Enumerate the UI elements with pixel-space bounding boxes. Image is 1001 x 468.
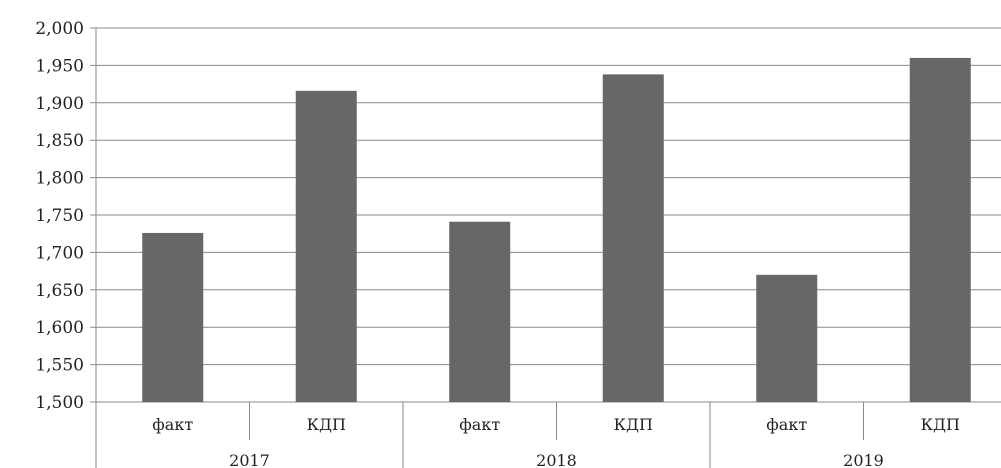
y-tick-label: 1,550 <box>35 356 84 376</box>
y-axis-tick-labels: 1,500 1,550 1,600 1,650 1,700 1,750 1,800 1,850… <box>35 19 84 413</box>
bar <box>449 221 511 402</box>
category-label: КДП <box>921 415 960 434</box>
y-tick-label: 1,850 <box>35 131 84 151</box>
y-tick-label: 1,650 <box>35 281 84 301</box>
category-label: КДП <box>614 415 653 434</box>
y-tick-label: 1,600 <box>35 318 84 338</box>
category-label: факт <box>152 415 193 434</box>
y-tick-label: 2,000 <box>35 19 84 39</box>
y-tick-label: 1,500 <box>35 393 84 413</box>
y-tick-label: 1,800 <box>35 169 84 189</box>
bar <box>602 74 664 402</box>
bar <box>909 57 971 403</box>
bars <box>142 57 971 403</box>
group-label: 2017 <box>229 451 270 468</box>
bar <box>142 232 204 402</box>
y-tick-label: 1,900 <box>35 94 84 114</box>
group-label: 2018 <box>536 451 577 468</box>
bar <box>295 90 357 402</box>
gridlines <box>90 27 1001 403</box>
category-label: КДП <box>307 415 346 434</box>
y-tick-label: 1,950 <box>35 56 84 76</box>
x-axis: факт КДП 2017 факт КДП 2018 факт КДП 2019 <box>95 28 960 468</box>
category-label: факт <box>459 415 500 434</box>
category-label: факт <box>766 415 807 434</box>
bar <box>756 274 818 402</box>
group-label: 2019 <box>843 451 884 468</box>
y-tick-label: 1,700 <box>35 243 84 263</box>
y-tick-label: 1,750 <box>35 206 84 226</box>
